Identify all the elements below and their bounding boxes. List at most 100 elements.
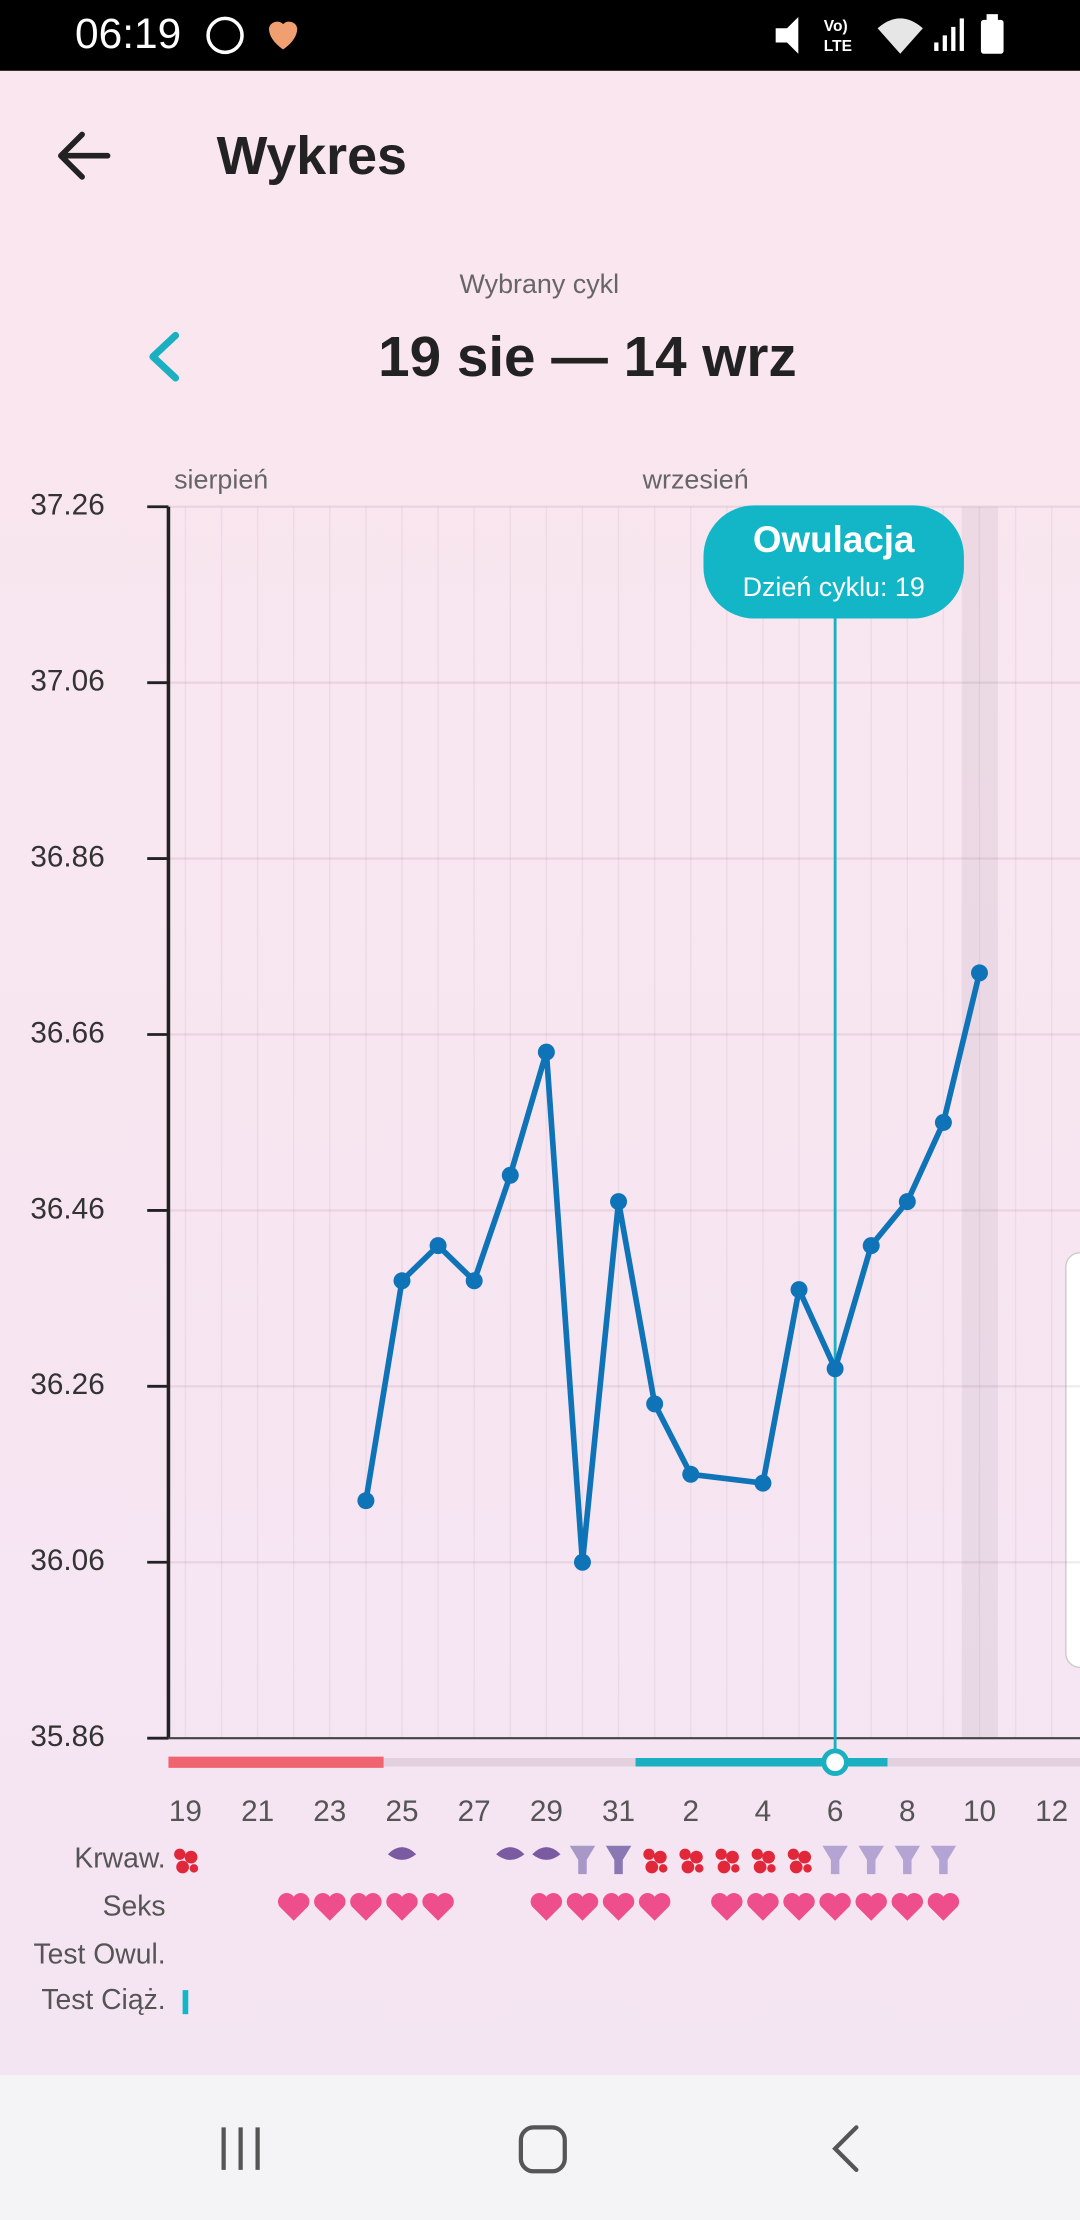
discharge-icon — [930, 1845, 957, 1875]
side-panel[interactable] — [1065, 1251, 1080, 1669]
whatsapp-icon — [206, 16, 244, 55]
temperature-point — [754, 1474, 772, 1492]
bleeding-icon — [753, 1860, 767, 1874]
chart: 35.86 36.06 36.26 36.46 36.66 36.86 37.06 37.26… — [30, 464, 1080, 2015]
discharge-icon — [894, 1845, 921, 1875]
nav-buttons — [221, 2125, 859, 2174]
y-tick-label: 36.66 — [30, 1016, 104, 1049]
bleeding-icon — [184, 1850, 198, 1864]
x-tick-label: 29 — [530, 1795, 563, 1828]
discharge-icon — [569, 1845, 596, 1875]
health-icon — [268, 21, 298, 50]
y-tick-label: 37.26 — [30, 489, 104, 522]
sex-icon — [314, 1893, 346, 1921]
bleeding-icon — [694, 1864, 704, 1873]
sex-icon — [891, 1893, 924, 1921]
spotting-icon — [532, 1847, 561, 1860]
temperature-point — [971, 964, 988, 982]
sex-icon — [566, 1893, 599, 1921]
x-tick-label: 2 — [682, 1795, 699, 1828]
bleeding-icon — [762, 1850, 775, 1864]
sex-icon — [638, 1893, 671, 1921]
today-column — [961, 506, 998, 1739]
bleeding-icon — [798, 1850, 812, 1864]
sex-icon — [277, 1893, 310, 1921]
pregnancy-test-icon — [182, 1990, 189, 2015]
x-tick-label: 23 — [313, 1795, 346, 1828]
x-tick-label: 27 — [458, 1795, 491, 1828]
bleeding-icon — [643, 1848, 655, 1860]
temperature-point — [898, 1193, 916, 1211]
svg-text:Vo): Vo) — [824, 18, 848, 35]
month-label: sierpień — [174, 464, 268, 494]
sex-icon — [783, 1893, 815, 1921]
home-button[interactable] — [518, 2125, 567, 2174]
x-tick-label: 10 — [963, 1795, 996, 1828]
cycle-label: Wybrany cykl — [460, 269, 620, 299]
sex-icon — [747, 1893, 779, 1921]
bleeding-icon — [787, 1848, 800, 1860]
bleeding-icon — [189, 1864, 199, 1873]
x-tick-label: 12 — [1035, 1795, 1068, 1828]
ovulation-text: Dzień cyklu: 19 — [743, 572, 925, 602]
temperature-point — [429, 1237, 447, 1255]
temperature-point — [934, 1113, 952, 1131]
y-tick-label: 37.06 — [30, 664, 104, 697]
temperature-point — [862, 1237, 880, 1255]
screen-title: Wykres — [217, 126, 407, 186]
bleeding-icon — [751, 1848, 763, 1860]
temperature-point — [646, 1395, 664, 1413]
bleeding-icon — [176, 1860, 189, 1874]
bleeding-icon — [789, 1860, 803, 1874]
bleeding-icon — [653, 1850, 667, 1864]
sex-icon — [350, 1893, 382, 1921]
x-tick-label: 6 — [827, 1795, 844, 1828]
y-tick-label: 36.86 — [30, 840, 104, 873]
back-nav-button[interactable] — [832, 2125, 859, 2173]
discharge-icon — [822, 1845, 848, 1875]
sex-icon — [386, 1893, 418, 1921]
spotting-icon — [496, 1847, 525, 1860]
sex-icon — [711, 1893, 743, 1921]
row-label: Seks — [103, 1890, 166, 1922]
sex-icon — [422, 1893, 454, 1921]
x-tick-label: 4 — [755, 1795, 772, 1828]
ovulation-bubble — [703, 505, 964, 619]
x-tick-label: 8 — [899, 1795, 916, 1828]
svg-text:LTE: LTE — [824, 38, 852, 55]
cycle-range: 19 sie — 14 wrz — [378, 325, 797, 388]
bleeding-icon — [645, 1860, 659, 1874]
temperature-point — [790, 1281, 808, 1299]
row-label: Test Owul. — [34, 1938, 166, 1970]
ovulation-dot — [821, 1748, 849, 1777]
bleeding-icon — [726, 1850, 739, 1864]
bleeding-icon — [681, 1860, 695, 1874]
row-label: Test Ciąż. — [41, 1983, 165, 2015]
back-button[interactable] — [58, 131, 111, 180]
x-tick-label: 25 — [385, 1795, 418, 1828]
discharge-icon — [605, 1845, 632, 1875]
temperature-point — [573, 1553, 591, 1571]
status-icons: Vo) LTE — [775, 14, 1004, 55]
previous-cycle-button[interactable] — [149, 331, 180, 382]
recent-apps-button[interactable] — [221, 2127, 260, 2170]
temperature-point — [826, 1360, 844, 1378]
temperature-point — [610, 1193, 628, 1211]
temperature-point — [537, 1043, 555, 1061]
temperature-point — [393, 1272, 411, 1290]
status-time: 06:19 — [75, 10, 181, 57]
bleeding-icon — [658, 1864, 668, 1873]
row-label: Krwaw. — [74, 1841, 165, 1873]
bleeding-icon — [767, 1864, 776, 1873]
month-label: wrzesień — [642, 464, 749, 494]
spotting-icon — [387, 1847, 417, 1860]
navigation-bar — [0, 2075, 1080, 2220]
temperature-point — [465, 1272, 483, 1290]
y-tick-label: 36.26 — [30, 1368, 104, 1401]
bleeding-icon — [679, 1848, 691, 1860]
sex-icon — [530, 1893, 563, 1921]
bleeding-icon — [715, 1848, 727, 1860]
y-tick-label: 36.46 — [30, 1192, 104, 1225]
